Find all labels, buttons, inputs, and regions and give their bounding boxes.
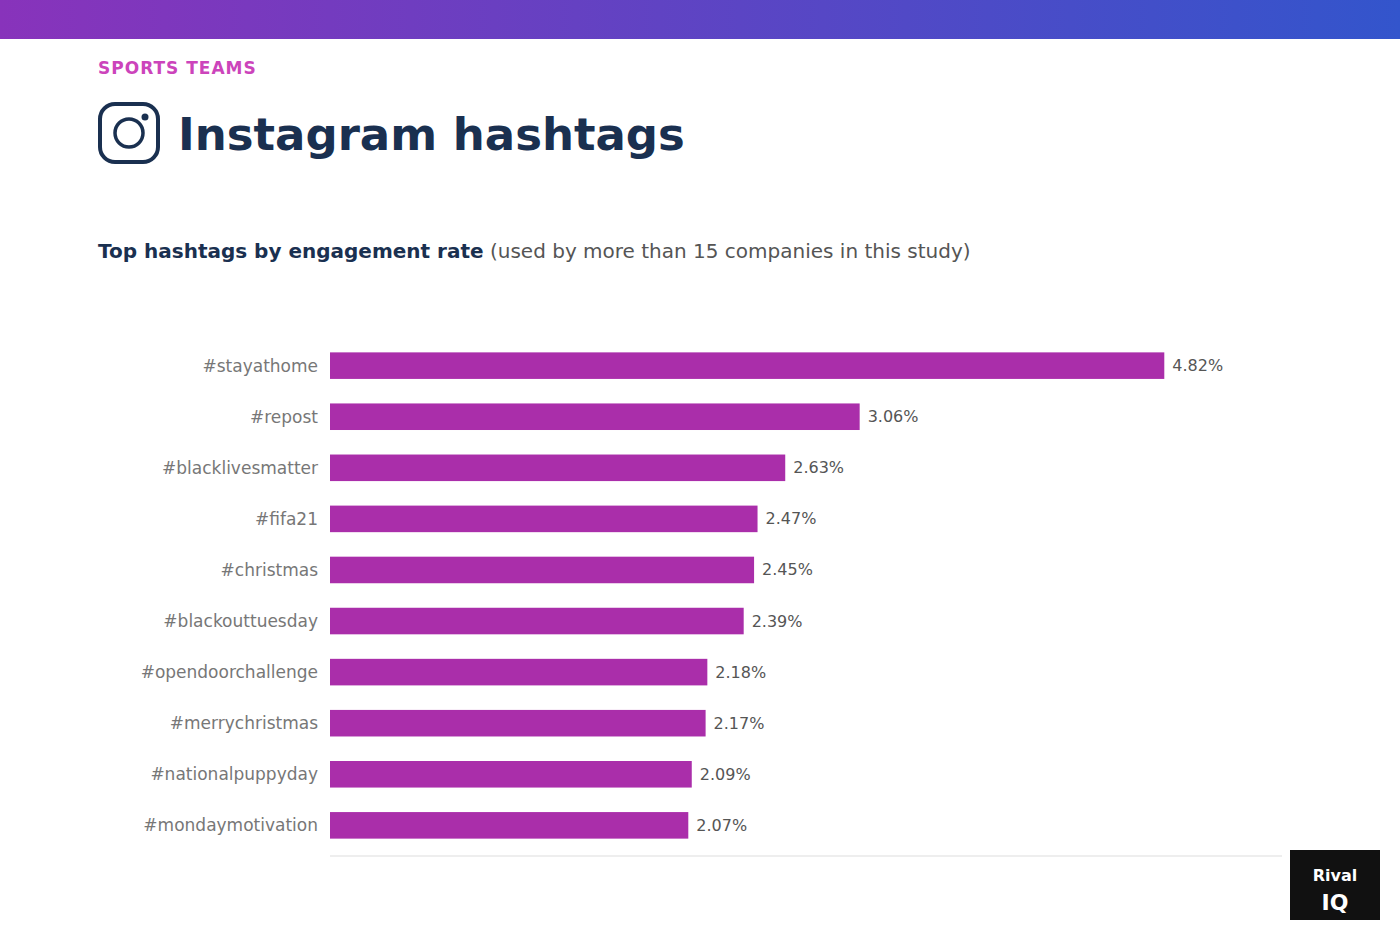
category-label: #blackouttuesday [163, 611, 318, 631]
logo-box [1290, 850, 1380, 920]
value-label: 2.17% [714, 714, 765, 733]
bar [330, 455, 785, 482]
subtitle-note: (used by more than 15 companies in this … [484, 239, 971, 263]
chart: SPORTS TEAMS Instagram hashtags Top hashta… [0, 0, 1400, 930]
bar [330, 659, 707, 686]
icon-lens [115, 119, 143, 147]
top-strip [0, 0, 1400, 39]
value-label: 2.09% [700, 765, 751, 784]
bars [330, 352, 1164, 838]
logo-text: IQ [1322, 890, 1349, 915]
category-label: #christmas [221, 560, 319, 580]
value-label: 2.07% [696, 816, 747, 835]
logo: Rival IQ [1290, 850, 1380, 920]
value-label: 3.06% [868, 407, 919, 426]
bar [330, 761, 692, 788]
value-label: 2.63% [793, 458, 844, 477]
subtitle-line: Top hashtags by engagement rate (used by… [98, 239, 971, 263]
category-label: #blacklivesmatter [162, 458, 318, 478]
category-label: #fifa21 [255, 509, 318, 529]
icon [100, 104, 158, 162]
icon-frame [100, 104, 158, 162]
bar [330, 557, 754, 584]
category-label: #opendoorchallenge [141, 662, 318, 682]
value-label: 2.18% [715, 663, 766, 682]
category-label: #stayathome [202, 356, 318, 376]
bar [330, 812, 688, 839]
bar [330, 608, 744, 635]
bar [330, 352, 1164, 379]
category-header: SPORTS TEAMS [98, 58, 257, 78]
value-label: 2.47% [766, 509, 817, 528]
bar [330, 710, 706, 737]
bar [330, 403, 860, 430]
title: Instagram hashtags [178, 108, 685, 161]
value-label: 4.82% [1172, 356, 1223, 375]
category-label: #repost [250, 407, 318, 427]
category-label: #nationalpuppyday [150, 764, 318, 784]
category-label: #merrychristmas [170, 713, 318, 733]
subtitle: Top hashtags by engagement rate [98, 239, 484, 263]
value-label: 2.39% [752, 612, 803, 631]
logo-text: Rival [1313, 866, 1358, 885]
category-label: #mondaymotivation [143, 815, 318, 835]
value-label: 2.45% [762, 560, 813, 579]
icon-dot [142, 114, 149, 121]
labels: #mondaymotivation 2.07% #nationalpuppyday 2… [141, 356, 1223, 836]
bar [330, 506, 758, 533]
x-axis-line [330, 856, 1282, 857]
